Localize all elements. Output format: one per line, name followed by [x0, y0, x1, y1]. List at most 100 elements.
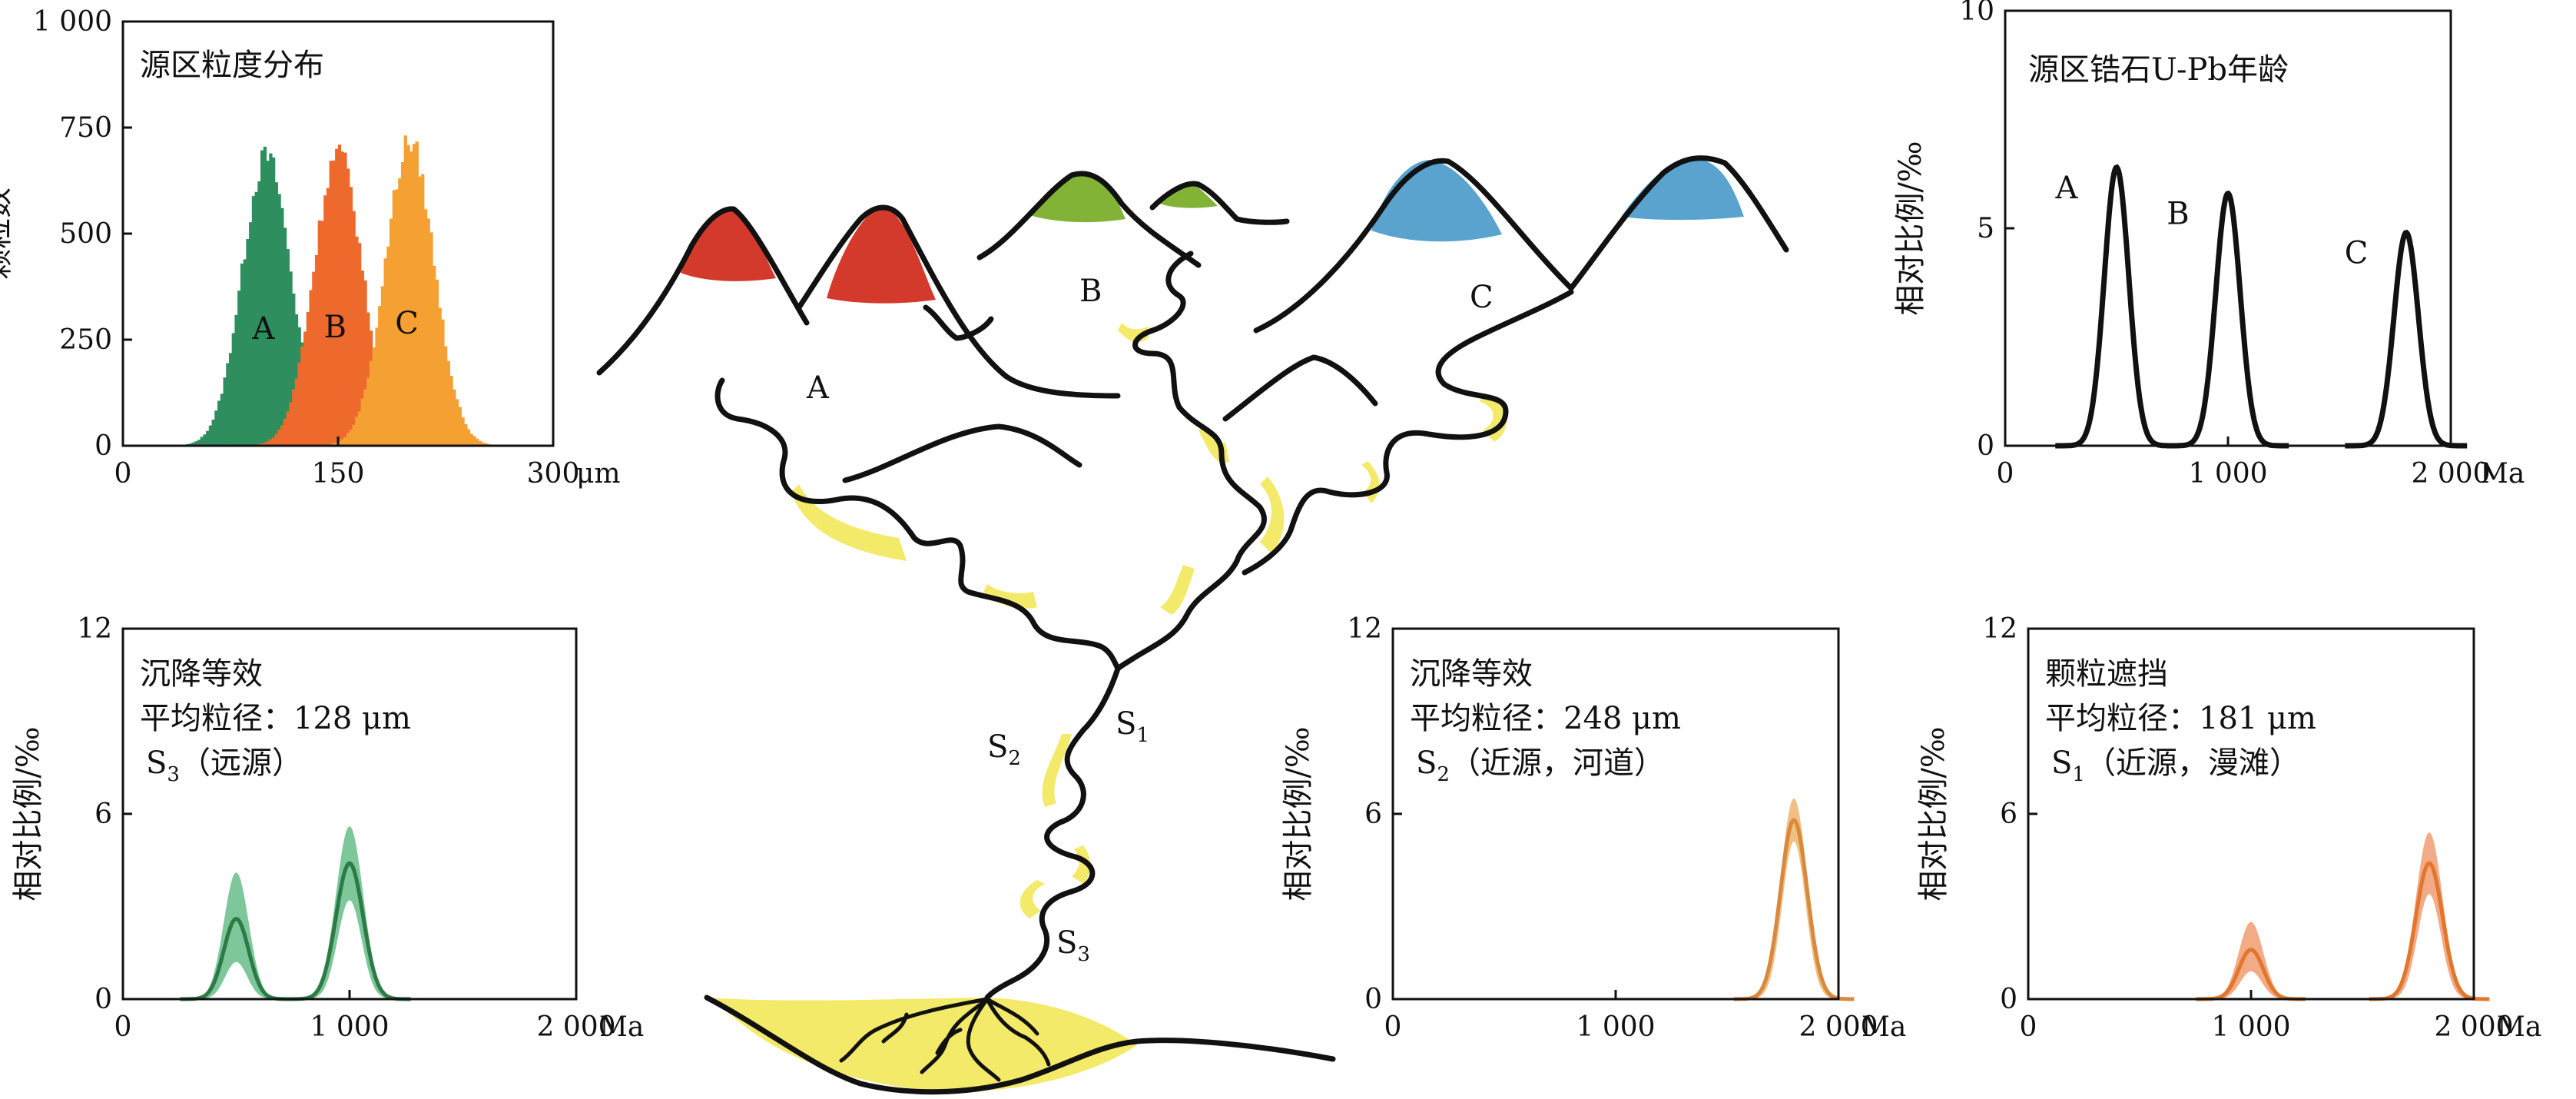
- x-tick-label: 0: [1997, 458, 2014, 490]
- age-band-1: [2196, 921, 2306, 1001]
- histogram-bar: [228, 353, 233, 446]
- histogram-bar: [481, 442, 485, 446]
- histogram-bar: [346, 168, 350, 447]
- age-band-2: [2369, 832, 2490, 1001]
- histogram-bar: [203, 434, 207, 446]
- sample-label-s2: S2: [987, 729, 1021, 770]
- histogram-bar: [306, 311, 310, 446]
- histogram-bar: [357, 243, 362, 446]
- y-tick-label: 0: [94, 430, 112, 462]
- sample-label-s3-sub: 3: [1077, 943, 1090, 966]
- source-label-c: C: [1470, 280, 1494, 315]
- sediment-trunk-3: [1072, 845, 1091, 884]
- histogram-bar: [335, 148, 339, 446]
- histogram-bar: [340, 439, 344, 446]
- sample-label-s2-main: S: [987, 729, 1008, 765]
- histogram-bar: [386, 246, 390, 446]
- sediment-trunk-2: [1042, 734, 1072, 807]
- sample-note-text: （远源）: [180, 745, 303, 781]
- histogram-bar: [360, 398, 365, 446]
- sample-note-sub: 2: [1437, 763, 1450, 786]
- cap-a-right: [827, 206, 936, 304]
- histogram-bar: [280, 425, 284, 446]
- histogram-bar: [335, 442, 339, 446]
- histogram-bar: [443, 346, 448, 446]
- ridge-c-second: [1568, 155, 1789, 291]
- sample-note-prefix: S: [2051, 745, 2072, 781]
- mean-curve: [1733, 818, 1855, 1001]
- y-axis-label: 颗粒数: [0, 188, 15, 280]
- sediment-left-upper: [791, 484, 907, 561]
- sediment-trunk-4: [1019, 880, 1045, 918]
- river-right-branch: [1242, 289, 1574, 576]
- series-label-c: C: [395, 306, 419, 341]
- sample-label-s3-main: S: [1056, 925, 1077, 961]
- river-trunk: [984, 666, 1121, 1001]
- histogram-bar: [208, 425, 213, 446]
- x-tick-label: 0: [114, 458, 132, 490]
- x-tick-label: 1 000: [310, 1011, 389, 1043]
- x-tick-label: 0: [114, 1011, 132, 1043]
- histogram-bar: [453, 389, 456, 446]
- histogram-bar: [478, 440, 482, 446]
- y-tick-label: 500: [59, 218, 112, 250]
- histogram-bar: [466, 429, 471, 446]
- x-tick-label: 2 000: [2411, 458, 2490, 490]
- sample-label-s2-sub: 2: [1008, 747, 1021, 770]
- age-peak-a: [2055, 164, 2178, 449]
- x-tick-label: 0: [1384, 1011, 1402, 1043]
- histogram-bar: [449, 376, 453, 446]
- hill-a-inner: [842, 423, 1082, 483]
- histogram-bar: [312, 271, 316, 446]
- ridge-c: [1253, 158, 1574, 334]
- histogram-bar: [294, 378, 299, 446]
- age-band-1: [180, 872, 292, 1001]
- histogram-bar: [320, 221, 324, 446]
- basin-fill: [707, 998, 1137, 1091]
- sample-note-prefix: S: [146, 745, 167, 781]
- histogram-bar: [286, 411, 290, 446]
- histogram-bar: [360, 271, 365, 446]
- sample-note: S2（近源，河道）: [1416, 745, 1665, 786]
- chart-title: 沉降等效: [140, 656, 263, 692]
- histogram-bar: [269, 153, 273, 446]
- histogram-bar: [355, 236, 359, 446]
- sample-note-sub: 3: [167, 763, 180, 786]
- uncertainty-band: [2196, 921, 2306, 999]
- histogram-bar: [426, 218, 430, 446]
- histogram-bar: [438, 307, 442, 446]
- histogram-bar: [303, 331, 307, 446]
- y-tick-label: 0: [1977, 430, 1994, 462]
- histogram-bar: [352, 211, 356, 446]
- y-tick-label: 10: [1959, 0, 1994, 27]
- x-tick-label: 2 000: [2434, 1011, 2513, 1043]
- histogram-series-b: [257, 144, 422, 447]
- histogram-bar: [254, 191, 258, 447]
- histogram-bar: [263, 146, 267, 446]
- histogram-series-c: [329, 135, 494, 447]
- mean-curve: [288, 861, 411, 1001]
- histogram-bar: [343, 152, 347, 446]
- histogram-bar: [283, 418, 287, 446]
- y-tick-label: 1 000: [33, 6, 112, 38]
- x-axis-unit: Ma: [599, 1011, 644, 1043]
- histogram-bar: [369, 360, 373, 446]
- histogram-bar: [274, 182, 279, 446]
- histogram-bar: [392, 190, 396, 447]
- ridge-a: [596, 206, 810, 376]
- sediment-right-3: [1479, 396, 1507, 442]
- hill-c-inner: [1222, 354, 1378, 422]
- histogram-bar: [458, 407, 462, 446]
- river-left-branch: [714, 377, 1121, 672]
- x-tick-label: 1 000: [2211, 1011, 2290, 1043]
- x-tick-label: 300: [527, 458, 580, 490]
- peak-label-c: C: [2345, 236, 2369, 271]
- sample-note-sub: 1: [2072, 763, 2085, 786]
- histogram-bar: [191, 442, 195, 446]
- histogram-bar: [194, 441, 198, 446]
- sample-note-text: （近源，漫滩）: [2085, 745, 2300, 781]
- histogram-bar: [263, 443, 267, 446]
- uncertainty-band: [2369, 832, 2490, 999]
